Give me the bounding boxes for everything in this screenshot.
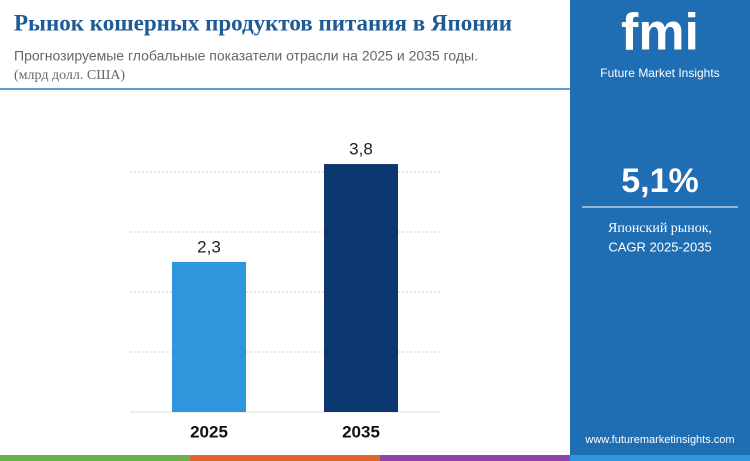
- stripe: [570, 455, 750, 461]
- logo: fmi: [621, 4, 699, 62]
- stripe: [190, 455, 380, 461]
- data-label: 2,3: [197, 237, 221, 256]
- sidebar: [570, 0, 750, 461]
- bar: [324, 164, 398, 412]
- chart-title: Рынок кошерных продуктов питания в Япони…: [14, 10, 512, 35]
- chart-subtitle: Прогнозируемые глобальные показатели отр…: [14, 48, 478, 64]
- data-label: 3,8: [349, 140, 373, 159]
- unit-label: (млрд долл. США): [14, 68, 125, 83]
- bar: [172, 261, 246, 412]
- stat-sub: CAGR 2025-2035: [608, 239, 711, 254]
- stat-value: 5,1%: [621, 162, 699, 200]
- stat-label: Японский рынок,: [608, 221, 712, 236]
- url: www.futuremarketinsights.com: [584, 434, 734, 446]
- x-tick-label: 2035: [342, 422, 380, 441]
- brand: Future Market Insights: [600, 66, 719, 80]
- x-tick-label: 2025: [190, 422, 228, 441]
- stripe: [0, 455, 190, 461]
- stripe: [380, 455, 570, 461]
